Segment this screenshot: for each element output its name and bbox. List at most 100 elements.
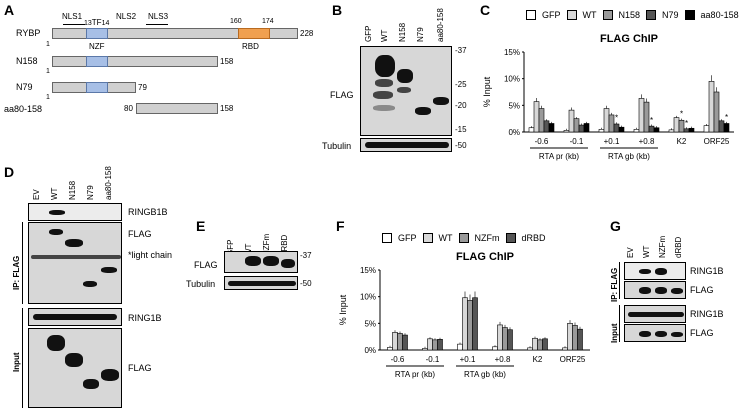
chart-f-xtick: -0.1 [426,355,440,364]
legend-swatch-n158 [602,10,613,20]
chart-c-bar [598,129,605,133]
chart-f-bar [507,329,513,351]
blot-flag-b [360,46,452,136]
chart-c-bar [723,123,730,133]
chart-f-bar [492,346,498,351]
panel-label-d: D [4,164,15,180]
side-label-input-d: Input [12,352,21,372]
legend-swatch-aa80 [684,10,695,20]
lane-label-nzfm-g: NZFm [658,235,667,258]
chart-f-bar [387,347,393,351]
chart-f-bar [472,297,478,351]
chart-f-ytick: 5% [364,319,376,328]
chart-f-bar [567,323,573,351]
construct-end-n79: 79 [138,83,147,92]
construct-bar-n158 [52,56,218,67]
blot-ring1b-ip-d [28,203,122,221]
chart-c-xtick: -0.6 [535,137,549,146]
legend-label-aa80: aa80-158 [700,10,739,20]
panel-label-b: B [332,2,343,18]
chip-chart-f: FLAG ChIP % Input 0% 5% 10% 15% -0.6 -0.1 +0.1 +0… [338,251,590,379]
lane-label-drbd-g: dRBD [674,236,683,258]
chart-f-bar [502,327,508,351]
side-label-input-g: Input [610,323,619,343]
chart-f-ytick: 0% [364,346,376,355]
row-label-flag-ip-g: FLAG [690,285,714,295]
legend-swatch-nzfm-f [458,233,469,243]
chart-f-ytick: 15% [360,266,376,275]
chart-c-xtick: K2 [677,137,687,146]
legend-label-wt-f: WT [438,233,453,243]
legend-label-nzfm-f: NZFm [474,233,500,243]
chart-c-significance-star: * [725,113,728,122]
rbd-domain [238,28,270,39]
chart-c-bar [583,123,590,133]
chart-c-group-label: RTA gb (kb) [608,152,650,161]
chart-c-ytick: 0% [508,128,520,137]
panel-label-e: E [196,218,206,234]
legend-swatch-n79 [646,10,657,20]
legend-label-wt: WT [582,10,597,20]
chart-f-bar [572,325,578,351]
chart-c-bar [533,101,540,133]
pos-174-label: 174 [262,18,274,25]
chart-f-title: FLAG ChIP [456,251,514,263]
chart-c-bar [678,119,685,133]
construct-label-aa80: aa80-158 [4,104,43,114]
legend-swatch-wt [566,10,577,20]
chart-c-bar [618,126,625,133]
chart-c-bar [633,129,640,133]
chart-f-xtick: +0.8 [495,355,511,364]
chart-f-bar [542,338,548,351]
construct-start-aa80: 80 [124,104,133,113]
construct-label-rybp: RYBP [16,28,41,38]
chart-c-xtick: ORF25 [704,137,730,146]
legend-swatch-gfp-f [382,233,392,243]
chart-f-xtick: -0.6 [391,355,405,364]
chart-c-bar [568,109,575,133]
nls1-label: NLS1 [62,12,83,21]
legend-swatch-wt-f [422,233,433,243]
chart-c-bar [528,127,535,133]
chart-f-bar [497,324,503,351]
row-label-ring1b-input-d: RING1B [128,313,162,323]
row-label-light-chain-d: *light chain [128,250,173,260]
blot-ring1b-input-g [624,305,686,323]
legend-swatch-gfp [526,10,536,20]
ip-bracket-g [619,262,620,299]
chart-f-bar [402,334,408,351]
chart-c-bar [703,125,710,133]
construct-label-n79: N79 [16,82,33,92]
chart-f-bar [397,333,403,351]
chart-f-ytick: 10% [360,293,376,302]
nls3-line [146,24,168,25]
legend-swatch-drbd-f [505,233,516,243]
chart-f-group-label: RTA gb (kb) [464,370,506,379]
nls2-label: NLS2 [116,12,137,21]
chart-c-bar [668,129,675,133]
row-label-flag-e: FLAG [194,260,218,270]
construct-start-n79: 1 [46,94,50,101]
chart-f-bar [437,339,443,351]
chart-f-ylabel: % Input [338,294,348,325]
chart-c-bar [603,108,610,133]
row-label-tubulin-b: Tubulin [322,141,352,151]
nzf-domain [86,28,108,39]
chart-c-xtick: -0.1 [570,137,584,146]
chart-c-significance-star: * [650,116,653,125]
marker-25-b: -25 [455,80,467,89]
chart-f-bar [422,348,428,351]
chart-c-title: FLAG ChIP [600,33,658,45]
construct-end-n158: 158 [220,57,234,66]
chart-f-bar [392,332,398,351]
marker-15-b: -15 [455,125,467,134]
chart-f-bar [527,347,533,351]
legend-label-gfp: GFP [542,10,561,20]
chart-f-bar [562,347,568,351]
chart-c-group-label: RTA pr (kb) [539,152,579,161]
lane-label-ev-d: EV [32,189,41,200]
lane-label-aa80-b: aa80-158 [436,8,445,42]
chart-f-group-label: RTA pr (kb) [395,370,435,379]
panel-label-f: F [336,218,345,234]
legend-c: GFP WT N158 N79 aa80-158 [526,10,739,20]
